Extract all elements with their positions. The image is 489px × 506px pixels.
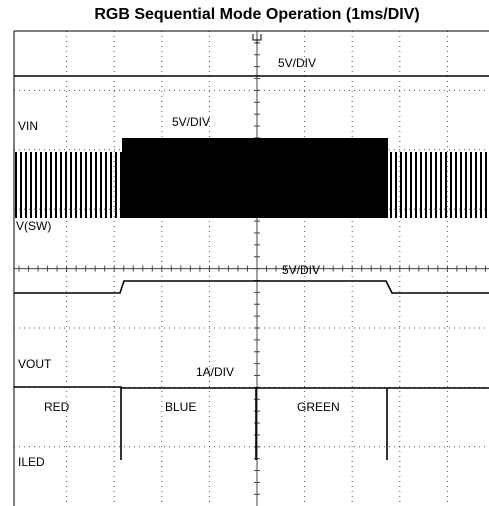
sw-trace-dense — [122, 138, 388, 218]
sw-trace-sparse — [14, 152, 122, 218]
label: 5V/DIV — [172, 115, 210, 129]
iled-trace — [14, 386, 489, 460]
label: BLUE — [165, 400, 196, 414]
label: V(SW) — [16, 219, 51, 233]
grid — [14, 31, 489, 506]
vout-trace — [14, 280, 489, 294]
title: RGB Sequential Mode Operation (1ms/DIV) — [94, 6, 419, 23]
trigger-marker — [252, 34, 262, 44]
label: 5V/DIV — [282, 263, 320, 277]
label: RED — [44, 400, 70, 414]
label: ILED — [18, 455, 45, 469]
label: GREEN — [297, 400, 340, 414]
label: VIN — [18, 119, 38, 133]
label: 5V/DIV — [278, 56, 316, 70]
sw-trace-sparse — [390, 152, 489, 218]
label: VOUT — [18, 357, 52, 371]
label: 1A/DIV — [196, 365, 234, 379]
